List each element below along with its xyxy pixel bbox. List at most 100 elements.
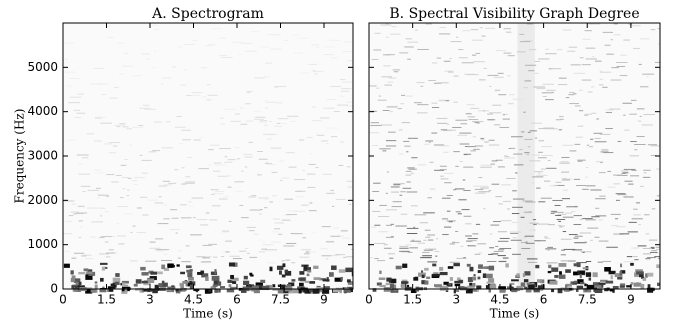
- texture-stroke: [520, 131, 525, 133]
- texture-stroke: [547, 270, 552, 274]
- texture-stroke: [472, 121, 484, 123]
- texture-stroke: [405, 95, 413, 97]
- texture-stroke: [190, 234, 202, 236]
- texture-stroke: [512, 237, 517, 239]
- texture-stroke: [390, 186, 400, 188]
- texture-stroke: [501, 184, 511, 186]
- texture-stroke: [261, 248, 267, 250]
- texture-stroke: [147, 199, 158, 201]
- texture-stroke: [257, 174, 262, 176]
- texture-stroke: [623, 114, 626, 116]
- texture-stroke: [645, 233, 650, 235]
- texture-stroke: [281, 274, 286, 278]
- texture-stroke: [439, 285, 448, 291]
- texture-stroke: [286, 242, 297, 244]
- texture-stroke: [319, 248, 328, 250]
- texture-stroke: [506, 156, 509, 158]
- texture-stroke: [466, 74, 479, 76]
- texture-stroke: [407, 58, 411, 60]
- texture-stroke: [578, 110, 584, 112]
- texture-stroke: [452, 126, 462, 128]
- texture-stroke: [100, 122, 112, 124]
- texture-stroke: [607, 186, 616, 188]
- texture-stroke: [183, 182, 195, 184]
- texture-stroke: [402, 187, 412, 189]
- texture-stroke: [630, 175, 640, 177]
- texture-stroke: [636, 136, 645, 138]
- texture-stroke: [639, 86, 649, 88]
- texture-stroke: [248, 283, 251, 288]
- texture-stroke: [471, 39, 483, 41]
- x-tick-label: 4.5: [184, 293, 203, 307]
- texture-stroke: [220, 123, 226, 125]
- texture-stroke: [557, 84, 568, 86]
- texture-stroke: [93, 67, 104, 69]
- texture-stroke: [407, 167, 415, 169]
- texture-stroke: [441, 218, 448, 220]
- texture-stroke: [559, 271, 562, 275]
- texture-stroke: [281, 177, 290, 179]
- texture-stroke: [472, 136, 476, 138]
- texture-stroke: [436, 57, 442, 59]
- texture-stroke: [214, 288, 219, 293]
- texture-stroke: [636, 108, 645, 110]
- texture-stroke: [506, 31, 512, 33]
- texture-stroke: [605, 128, 613, 130]
- texture-stroke: [142, 104, 150, 106]
- texture-stroke: [634, 143, 646, 145]
- texture-stroke: [431, 106, 440, 108]
- texture-stroke: [617, 140, 621, 142]
- texture-stroke: [453, 242, 460, 244]
- texture-stroke: [69, 96, 82, 98]
- texture-stroke: [467, 238, 478, 240]
- texture-stroke: [435, 255, 438, 257]
- texture-stroke: [620, 54, 627, 56]
- texture-stroke: [154, 202, 164, 204]
- texture-stroke: [208, 44, 216, 46]
- texture-stroke: [245, 103, 252, 105]
- texture-stroke: [547, 246, 553, 248]
- texture-stroke: [439, 27, 446, 29]
- texture-stroke: [273, 125, 282, 127]
- texture-stroke: [585, 166, 589, 168]
- texture-stroke: [561, 198, 571, 200]
- texture-stroke: [586, 284, 595, 290]
- texture-stroke: [548, 68, 553, 70]
- texture-stroke: [584, 113, 592, 115]
- texture-stroke: [643, 169, 651, 171]
- texture-stroke: [193, 139, 201, 141]
- texture-stroke: [540, 279, 545, 284]
- texture-stroke: [562, 144, 574, 146]
- texture-stroke: [121, 282, 126, 287]
- texture-stroke: [529, 130, 537, 132]
- texture-stroke: [286, 284, 292, 287]
- texture-stroke: [104, 241, 109, 243]
- texture-stroke: [574, 235, 583, 237]
- x-axis-label: Time (s): [183, 307, 233, 321]
- texture-stroke: [408, 168, 418, 170]
- texture-stroke: [600, 151, 609, 153]
- texture-stroke: [620, 270, 626, 274]
- texture-stroke: [594, 284, 602, 288]
- texture-stroke: [304, 253, 310, 255]
- texture-stroke: [410, 288, 417, 294]
- texture-stroke: [535, 264, 540, 269]
- texture-stroke: [488, 119, 495, 121]
- texture-stroke: [532, 176, 544, 178]
- texture-stroke: [656, 195, 660, 197]
- texture-stroke: [219, 286, 226, 289]
- texture-stroke: [559, 226, 563, 228]
- texture-stroke: [385, 23, 389, 25]
- texture-stroke: [257, 122, 268, 124]
- texture-stroke: [595, 198, 606, 200]
- texture-stroke: [568, 234, 578, 236]
- texture-stroke: [470, 240, 477, 242]
- x-tick-label: 3: [452, 293, 460, 307]
- texture-stroke: [449, 243, 455, 245]
- texture-stroke: [78, 271, 86, 275]
- texture-stroke: [478, 79, 486, 81]
- spectrogram-texture: [369, 23, 660, 294]
- texture-stroke: [180, 271, 186, 275]
- texture-stroke: [495, 50, 507, 52]
- texture-stroke: [497, 240, 509, 242]
